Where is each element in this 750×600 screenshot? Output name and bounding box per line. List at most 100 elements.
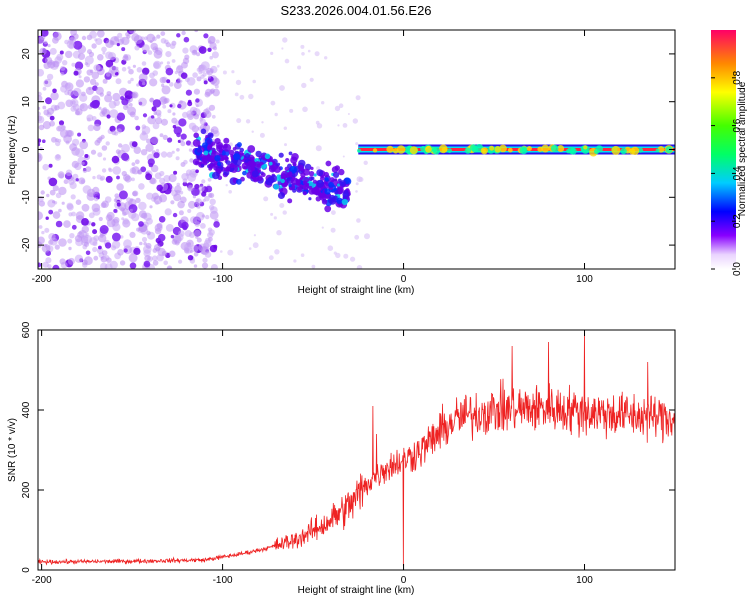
heatmap-noise-blob: [171, 239, 178, 245]
heatmap-noise-blob: [117, 249, 124, 256]
heatmap-cluster-blob: [236, 178, 242, 185]
heatmap-cluster-blob: [333, 171, 340, 178]
carrier-bump: [583, 145, 588, 150]
heatmap-noise-blob: [121, 98, 129, 106]
heatmap-noise-blob: [245, 119, 251, 124]
heatmap-cluster-blob: [295, 180, 301, 185]
heatmap-noise-blob: [105, 72, 111, 77]
heatmap-noise-blob: [187, 184, 194, 192]
heatmap-noise-blob: [215, 39, 220, 44]
heatmap-noise-blob: [98, 234, 107, 243]
heatmap-noise-blob: [189, 232, 195, 238]
heatmap-cluster-blob: [328, 181, 334, 188]
heatmap-noise-blob: [145, 143, 154, 152]
heatmap-noise-blob: [93, 123, 101, 132]
carrier-bump: [409, 146, 418, 155]
heatmap-noise-blob: [162, 134, 168, 140]
heatmap-noise-blob: [133, 247, 141, 255]
heatmap-noise-blob: [133, 35, 143, 44]
heatmap-noise-blob: [38, 196, 44, 203]
heatmap-noise-blob: [209, 198, 216, 205]
heatmap-noise-blob: [42, 139, 46, 143]
heatmap-noise-blob: [155, 200, 159, 205]
heatmap-noise-blob: [54, 154, 62, 161]
heatmap-noise-blob: [251, 130, 254, 133]
heatmap-noise-blob: [364, 233, 370, 240]
heatmap-noise-blob: [82, 185, 92, 194]
heatmap-noise-blob: [77, 132, 82, 137]
heatmap-noise-blob: [301, 52, 305, 56]
heatmap-cluster-blob: [196, 148, 202, 153]
snr-ticks: -200 -100 0 100 0 200 400 600: [21, 321, 675, 586]
carrier-bump: [541, 144, 550, 153]
heatmap-noise-blob: [152, 260, 159, 266]
heatmap-noise-blob: [66, 40, 75, 49]
heatmap-noise-blob: [165, 42, 171, 48]
heatmap-noise-blob: [144, 255, 151, 262]
heatmap-noise-blob: [127, 66, 131, 70]
heatmap-noise-blob: [154, 172, 162, 180]
heatmap-noise-blob: [211, 114, 216, 119]
heatmap-noise-blob: [204, 251, 212, 258]
heatmap-noise-blob: [160, 61, 164, 65]
heatmap-cluster-blob: [256, 175, 263, 182]
heatmap-noise-blob: [274, 112, 278, 117]
heatmap-noise-blob: [202, 257, 208, 263]
heatmap-noise-blob: [116, 175, 120, 180]
heatmap-noise-blob: [208, 192, 215, 199]
heatmap-noise-blob: [156, 184, 163, 192]
heatmap-noise-blob: [190, 216, 198, 224]
heatmap-noise-blob: [61, 60, 68, 66]
heatmap-cluster-blob: [341, 198, 348, 206]
heatmap-noise-blob: [149, 78, 158, 87]
heatmap-noise-blob: [196, 76, 202, 82]
carrier-bump: [594, 148, 600, 155]
x-tick-label: 0: [401, 575, 407, 586]
heatmap-noise-blob: [138, 201, 147, 211]
heatmap-noise-blob: [293, 259, 297, 263]
heatmap-noise-blob: [121, 47, 126, 52]
heatmap-noise-blob: [129, 103, 133, 107]
heatmap-noise-blob: [85, 86, 94, 95]
heatmap-noise-blob: [248, 93, 254, 100]
heatmap-cluster-blob: [195, 169, 199, 173]
heatmap-noise-blob: [141, 236, 148, 243]
heatmap-noise-blob: [115, 149, 121, 155]
heatmap-cluster-blob: [337, 189, 343, 195]
heatmap-noise-blob: [44, 244, 48, 248]
x-tick-label: -200: [32, 575, 52, 586]
heatmap-noise-blob: [168, 174, 177, 183]
heatmap-noise-blob: [158, 194, 168, 203]
heatmap-noise-blob: [104, 242, 112, 249]
colorbar-gradient: [711, 30, 736, 269]
heatmap-noise-blob: [149, 40, 153, 44]
colorbar-ticks: 0.0 0.2 0.4 0.6 0.8: [711, 70, 743, 276]
heatmap-noise-blob: [282, 37, 288, 43]
heatmap-noise-blob: [355, 95, 361, 101]
heatmap-noise-blob: [147, 158, 155, 166]
heatmap-noise-blob: [84, 256, 93, 266]
heatmap-cluster-blob: [316, 179, 324, 188]
carrier-bump: [566, 149, 571, 154]
heatmap-cluster-blob: [200, 164, 205, 168]
heatmap-noise-blob: [106, 114, 111, 119]
heatmap-noise-blob: [105, 39, 114, 48]
heatmap-noise-blob: [210, 80, 215, 85]
heatmap-noise-blob: [207, 227, 213, 233]
heatmap-noise-blob: [177, 77, 181, 82]
heatmap-noise-blob: [202, 72, 207, 77]
heatmap-noise-blob: [43, 78, 52, 88]
snr-frame: [37, 329, 676, 571]
heatmap-noise-blob: [210, 264, 218, 269]
heatmap-cluster-blob: [323, 171, 329, 178]
heatmap-noise-blob: [44, 227, 50, 233]
heatmap-noise-blob: [92, 241, 98, 247]
x-tick-label: 100: [576, 575, 593, 586]
heatmap-noise-blob: [118, 190, 128, 200]
heatmap-noise-blob: [133, 146, 142, 154]
heatmap-noise-blob: [141, 125, 151, 135]
carrier-bump: [372, 148, 378, 153]
heatmap-noise-blob: [79, 93, 88, 102]
